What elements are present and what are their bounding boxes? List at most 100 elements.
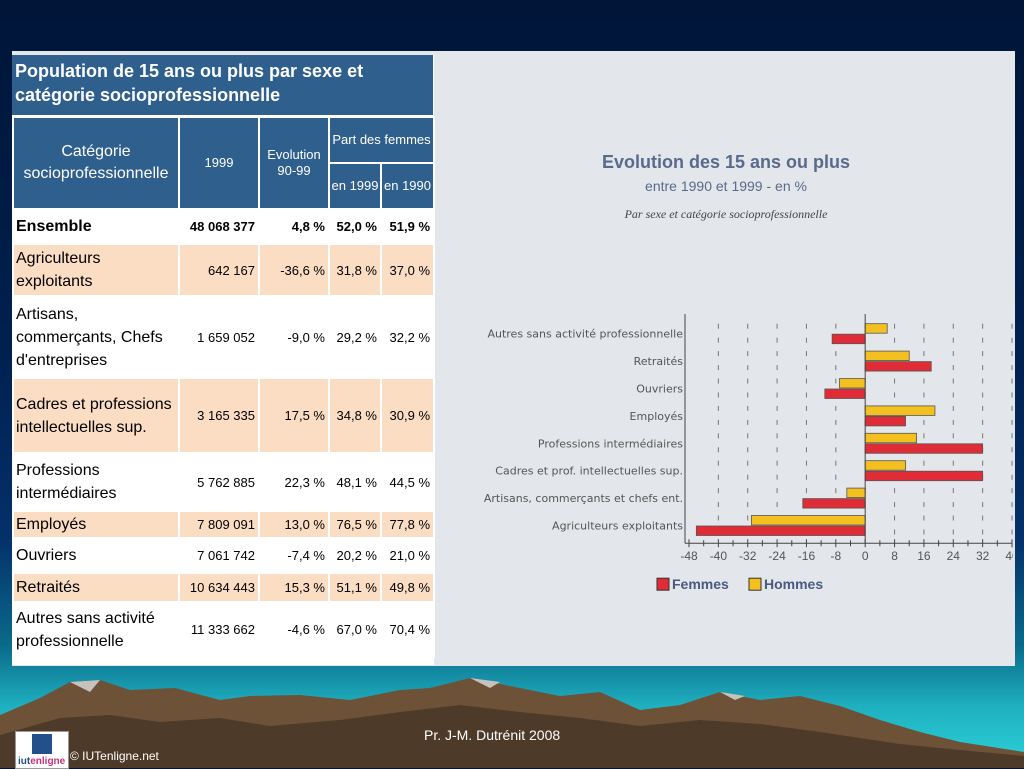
chart-subtitle-2: Par sexe et catégorie socioprofessionnel… <box>624 207 829 221</box>
header-share-1999: en 1999 <box>328 162 382 210</box>
category-label: Ouvriers <box>636 383 683 396</box>
logo-text-b: enligne <box>30 756 66 767</box>
bar-femmes <box>695 525 866 536</box>
cell-category: Employés <box>12 510 180 539</box>
cell-pop-1999: 7 061 742 <box>178 537 260 574</box>
cell-pop-1999: 11 333 662 <box>178 601 260 658</box>
bar-femmes <box>831 333 866 345</box>
cell-category: Artisans, commerçants, Chefs d'entrepris… <box>12 295 180 379</box>
cell-share-1990: 32,2 % <box>379 295 436 379</box>
cell-evolution: 15,3 % <box>258 572 330 603</box>
cell-category: Autres sans activité professionnelle <box>12 601 180 658</box>
x-tick-label: -8 <box>830 549 841 563</box>
cell-evolution: 17,5 % <box>258 377 330 454</box>
cell-share-1999: 67,0 % <box>328 601 382 658</box>
bar-hommes <box>864 323 888 334</box>
cell-share-1990: 37,0 % <box>379 243 436 297</box>
cell-evolution: -7,4 % <box>258 537 330 574</box>
table-row: Agriculteurs exploitants 642 167 -36,6 % 31… <box>12 243 436 297</box>
x-tick-label: 32 <box>976 549 990 563</box>
bar-femmes <box>864 470 984 482</box>
table-row: Artisans, commerçants, Chefs d'entrepris… <box>12 295 436 379</box>
cell-pop-1999: 7 809 091 <box>178 510 260 539</box>
legend-label: Femmes <box>672 576 729 592</box>
header-share-women: Part des femmes <box>327 116 436 164</box>
iut-logo: iutenligne <box>15 731 69 769</box>
category-label: Cadres et prof. intellectuelles sup. <box>495 465 683 478</box>
bar-hommes <box>864 405 936 416</box>
bar-hommes <box>864 460 906 471</box>
category-label: Retraités <box>634 355 684 368</box>
cell-category: Professions intermédiaires <box>12 452 180 512</box>
table-body: Ensemble 48 068 377 4,8 % 52,0 % 51,9 % Agric… <box>12 208 436 658</box>
bar-femmes <box>864 443 984 454</box>
bar-hommes <box>839 378 866 389</box>
table-row: Ensemble 48 068 377 4,8 % 52,0 % 51,9 % <box>12 208 436 245</box>
cell-share-1999: 29,2 % <box>328 295 382 379</box>
legend-label: Hommes <box>764 576 823 592</box>
x-tick-label: 8 <box>891 549 898 563</box>
x-tick-label: -40 <box>710 549 728 563</box>
category-label: Professions intermédiaires <box>538 437 683 450</box>
cell-pop-1999: 3 165 335 <box>178 377 260 454</box>
table-row: Employés 7 809 091 13,0 % 76,5 % 77,8 % <box>12 510 436 539</box>
x-tick-label: 16 <box>917 549 931 563</box>
cell-share-1999: 52,0 % <box>328 208 382 245</box>
legend-swatch <box>748 577 762 591</box>
chart-subtitle: entre 1990 et 1999 - en % <box>645 178 807 194</box>
cell-share-1990: 44,5 % <box>379 452 436 512</box>
cell-category: Ouvriers <box>12 537 180 574</box>
cell-share-1999: 34,8 % <box>328 377 382 454</box>
chart-title: Evolution des 15 ans ou plus <box>602 152 850 172</box>
cell-share-1999: 76,5 % <box>328 510 382 539</box>
cell-share-1990: 30,9 % <box>379 377 436 454</box>
category-label: Agriculteurs exploitants <box>552 520 683 533</box>
cell-share-1999: 51,1 % <box>328 572 382 603</box>
category-label: Employés <box>630 410 684 423</box>
cell-evolution: 22,3 % <box>258 452 330 512</box>
data-table: Catégorie socioprofessionnelle 1999 Evol… <box>12 116 436 658</box>
header-category: Catégorie socioprofessionnelle <box>12 116 180 210</box>
cell-category: Agriculteurs exploitants <box>12 243 180 297</box>
cell-pop-1999: 642 167 <box>178 243 260 297</box>
population-table: Population de 15 ans ou plus par sexe et… <box>12 55 436 665</box>
cell-evolution: 4,8 % <box>258 208 330 245</box>
table-row: Professions intermédiaires 5 762 885 22,3 … <box>12 452 436 512</box>
x-tick-label: -48 <box>680 549 698 563</box>
cell-share-1990: 21,0 % <box>379 537 436 574</box>
bar-hommes <box>864 432 917 444</box>
table-title: Population de 15 ans ou plus par sexe et… <box>12 55 433 115</box>
bar-femmes <box>864 415 906 427</box>
bar-hommes <box>864 350 910 362</box>
cell-pop-1999: 5 762 885 <box>178 452 260 512</box>
cell-share-1990: 51,9 % <box>379 208 436 245</box>
x-tick-label: 24 <box>947 549 961 563</box>
x-tick-label: -32 <box>739 549 757 563</box>
bar-hommes <box>750 515 866 526</box>
table-row: Cadres et professions intellectuelles su… <box>12 377 436 454</box>
cell-category: Ensemble <box>12 208 180 245</box>
header-year: 1999 <box>178 116 260 210</box>
cell-pop-1999: 1 659 052 <box>178 295 260 379</box>
cell-pop-1999: 48 068 377 <box>178 208 260 245</box>
cell-evolution: -4,6 % <box>258 601 330 658</box>
category-label: Autres sans activité professionnelle <box>487 328 683 341</box>
cell-category: Retraités <box>12 572 180 603</box>
bar-femmes <box>864 361 932 372</box>
table-row: Ouvriers 7 061 742 -7,4 % 20,2 % 21,0 % <box>12 537 436 574</box>
cell-share-1999: 20,2 % <box>328 537 382 574</box>
bar-femmes <box>802 498 866 509</box>
bar-hommes <box>846 487 866 499</box>
cell-category: Cadres et professions intellectuelles su… <box>12 377 180 454</box>
footer-credit: Pr. J-M. Dutrénit 2008 <box>424 727 561 743</box>
header-share-1990: en 1990 <box>379 162 436 210</box>
cell-share-1999: 31,8 % <box>328 243 382 297</box>
table-row: Retraités 10 634 443 15,3 % 51,1 % 49,8 % <box>12 572 436 603</box>
x-tick-label: 40 <box>1005 549 1013 563</box>
legend-swatch <box>656 577 670 591</box>
cell-evolution: -36,6 % <box>258 243 330 297</box>
cell-evolution: 13,0 % <box>258 510 330 539</box>
cell-share-1990: 49,8 % <box>379 572 436 603</box>
bar-femmes <box>824 388 866 399</box>
header-evolution: Evolution 90-99 <box>258 116 330 210</box>
